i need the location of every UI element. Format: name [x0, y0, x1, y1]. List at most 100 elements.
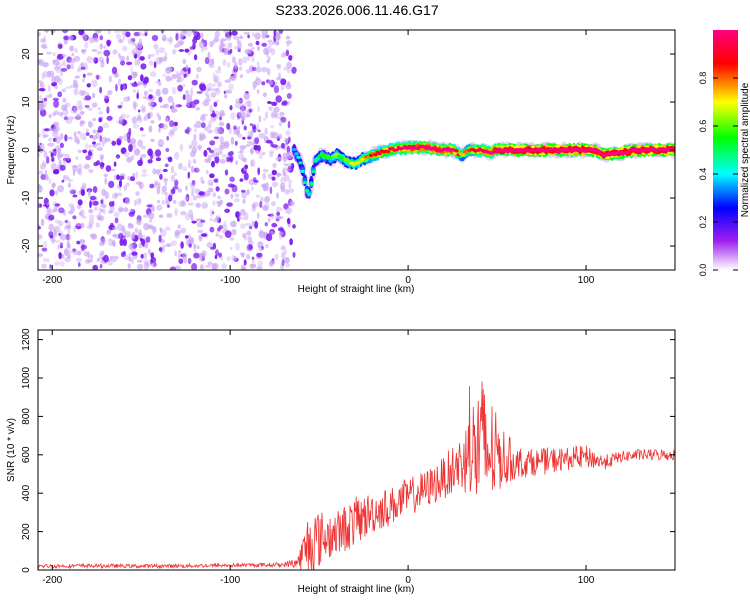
noise-blob — [142, 168, 147, 174]
noise-blob — [227, 42, 233, 49]
noise-blob — [245, 144, 251, 147]
noise-blob — [220, 114, 223, 117]
noise-blob — [132, 231, 136, 240]
noise-blob — [266, 101, 272, 104]
noise-blob — [42, 61, 49, 68]
noise-blob — [138, 38, 143, 44]
noise-blob — [62, 159, 67, 166]
noise-blob — [282, 100, 288, 105]
noise-blob — [250, 159, 256, 167]
noise-blob — [57, 185, 64, 193]
noise-blob — [177, 254, 181, 260]
noise-blob — [271, 176, 276, 181]
noise-blob — [185, 185, 188, 191]
noise-blob — [228, 157, 232, 162]
ridge-cell — [294, 152, 299, 156]
noise-blob — [268, 261, 274, 267]
noise-blob — [67, 116, 75, 120]
noise-blob — [235, 101, 242, 109]
noise-blob — [262, 205, 269, 211]
noise-blob — [61, 179, 65, 183]
noise-blob — [52, 183, 55, 189]
noise-blob — [100, 199, 104, 204]
noise-blob — [267, 217, 271, 222]
noise-blob — [142, 96, 148, 100]
noise-blob — [103, 208, 106, 215]
noise-blob — [243, 31, 251, 35]
noise-blob — [239, 35, 244, 40]
noise-blob — [193, 54, 198, 61]
noise-blob — [227, 50, 232, 55]
noise-blob — [207, 51, 211, 60]
noise-blob — [180, 30, 187, 37]
noise-blob — [186, 126, 190, 135]
noise-blob — [204, 98, 212, 102]
noise-blob — [137, 81, 141, 86]
noise-blob — [171, 188, 176, 195]
noise-blob — [145, 236, 151, 243]
x-tick-label: -200 — [42, 275, 62, 286]
noise-blob — [159, 173, 163, 180]
noise-blob — [165, 226, 171, 232]
noise-blob — [93, 161, 99, 167]
noise-blob — [77, 262, 81, 267]
noise-blob — [264, 243, 269, 249]
noise-blob — [170, 174, 175, 182]
noise-blob — [190, 214, 194, 221]
noise-blob — [231, 228, 237, 236]
noise-blob — [74, 75, 80, 79]
noise-blob — [231, 56, 236, 64]
noise-blob — [182, 83, 186, 88]
noise-blob — [136, 219, 142, 226]
noise-blob — [246, 230, 252, 236]
noise-blob — [249, 123, 253, 127]
noise-blob — [79, 132, 86, 141]
ridge-cell — [302, 181, 308, 185]
noise-blob — [287, 120, 291, 129]
noise-blob — [280, 116, 287, 123]
noise-blob — [243, 235, 247, 241]
noise-blob — [182, 166, 187, 171]
noise-blob — [234, 193, 240, 198]
noise-blob — [227, 152, 231, 157]
noise-blob — [209, 63, 215, 69]
noise-blob — [61, 60, 67, 67]
noise-blob — [226, 122, 231, 130]
noise-blob — [171, 109, 178, 113]
noise-blob — [49, 189, 55, 197]
noise-blob — [129, 176, 136, 182]
noise-blob — [113, 161, 117, 167]
noise-blob — [164, 163, 169, 168]
noise-blob — [133, 71, 138, 77]
noise-blob — [155, 88, 161, 97]
noise-blob — [131, 251, 138, 256]
noise-blob — [257, 129, 261, 133]
noise-blob — [197, 229, 204, 234]
noise-blob — [59, 234, 67, 241]
noise-blob — [84, 41, 89, 49]
noise-blob — [206, 82, 213, 89]
noise-blob — [256, 46, 260, 51]
noise-blob — [191, 220, 197, 224]
noise-blob — [144, 32, 148, 37]
noise-blob — [258, 246, 263, 252]
noise-blob — [280, 53, 287, 58]
noise-blob — [229, 176, 235, 183]
noise-blob — [166, 200, 170, 205]
noise-blob — [80, 62, 84, 67]
noise-blob — [172, 199, 177, 204]
noise-blob — [90, 254, 94, 260]
noise-blob — [161, 199, 165, 205]
noise-blob — [74, 48, 78, 54]
noise-blob — [134, 199, 137, 207]
noise-blob — [246, 254, 251, 260]
noise-blob — [39, 82, 43, 87]
noise-blob — [143, 252, 148, 260]
noise-blob — [245, 248, 253, 252]
noise-blob — [136, 89, 140, 93]
noise-blob — [118, 205, 124, 214]
noise-blob — [283, 66, 290, 71]
ridge-cell — [507, 149, 513, 153]
noise-blob — [158, 81, 162, 87]
noise-blob — [262, 168, 269, 173]
